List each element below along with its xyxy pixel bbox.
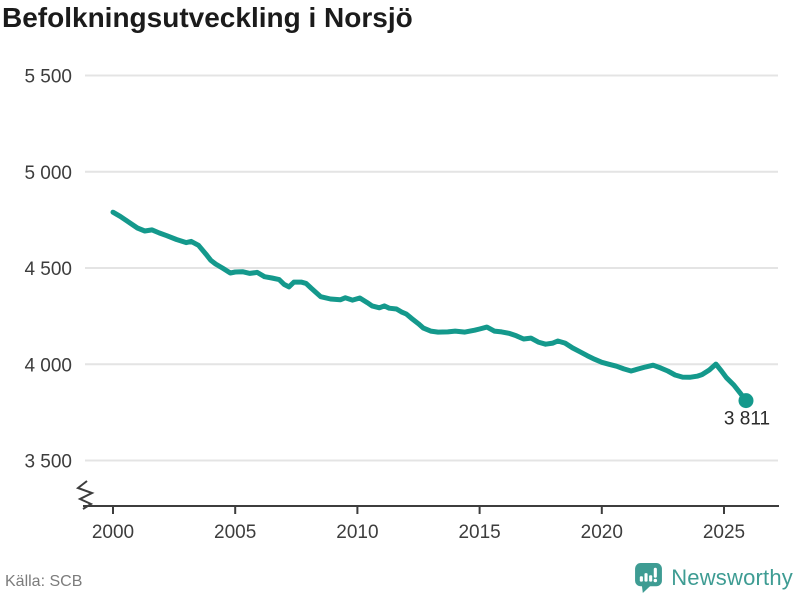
population-line <box>110 209 749 404</box>
last-point-marker <box>738 393 754 409</box>
y-tick-label: 5 000 <box>24 163 72 184</box>
last-value-label: 3 811 <box>724 409 770 430</box>
newsworthy-logo: Newsworthy <box>634 562 793 593</box>
chart-title: Befolkningsutveckling i Norsjö <box>2 2 413 33</box>
x-tick-label: 2005 <box>214 522 256 543</box>
axis-break-mark <box>75 480 95 510</box>
x-tick-label: 2000 <box>92 522 134 543</box>
x-tick-label: 2025 <box>703 522 745 543</box>
x-tick-label: 2010 <box>336 522 378 543</box>
y-tick-label: 4 500 <box>24 259 72 280</box>
y-tick-label: 3 500 <box>24 452 72 473</box>
x-tick-label: 2015 <box>458 522 500 543</box>
y-tick-label: 5 500 <box>24 67 72 88</box>
source-note: Källa: SCB <box>5 573 83 590</box>
y-tick-label: 4 000 <box>24 355 72 376</box>
newsworthy-icon <box>635 563 663 593</box>
x-tick-label: 2020 <box>581 522 623 543</box>
newsworthy-wordmark: Newsworthy <box>671 564 793 590</box>
